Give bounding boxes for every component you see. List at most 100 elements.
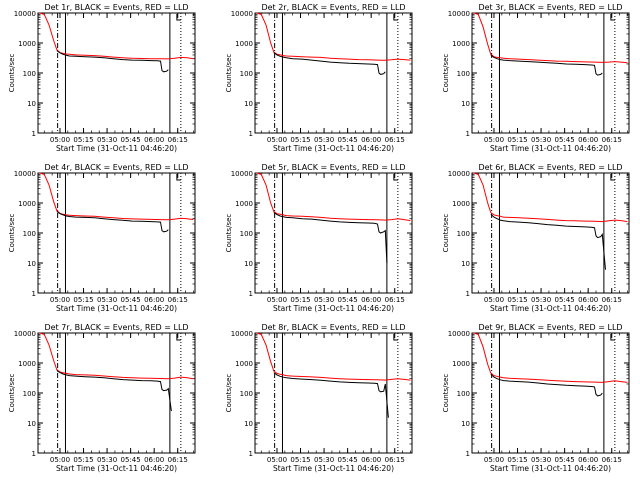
bracket-marker bbox=[176, 14, 181, 21]
events-series-line bbox=[273, 372, 389, 418]
y-tick-label: 10000 bbox=[14, 10, 36, 18]
plot-frame bbox=[37, 12, 196, 134]
x-tick-label: 06:00 bbox=[144, 296, 164, 304]
x-tick-label: 05:15 bbox=[290, 456, 310, 464]
bracket-marker bbox=[610, 14, 615, 21]
x-tick-label: 05:30 bbox=[531, 296, 551, 304]
x-tick-label: 06:15 bbox=[602, 296, 622, 304]
detector-panel-7: Det 7r, BLACK = Events, RED = LLD 1 10 100 1… bbox=[8, 323, 196, 473]
bracket-marker bbox=[610, 334, 615, 341]
panel-title: Det 4r, BLACK = Events, RED = LLD bbox=[44, 163, 188, 172]
panel-title: Det 9r, BLACK = Events, RED = LLD bbox=[478, 323, 622, 332]
x-tick-label: 05:45 bbox=[338, 456, 358, 464]
y-tick-label: 10 bbox=[27, 420, 36, 428]
x-tick-label: 05:15 bbox=[507, 136, 527, 144]
x-axis-label: Start Time (31-Oct-11 04:46:20) bbox=[56, 144, 177, 153]
y-tick-label: 1 bbox=[249, 450, 253, 458]
plot-frame bbox=[471, 332, 630, 454]
panel-title: Det 8r, BLACK = Events, RED = LLD bbox=[261, 323, 405, 332]
x-tick-label: 05:30 bbox=[531, 456, 551, 464]
y-tick-label: 10 bbox=[461, 260, 470, 268]
lld-series-line bbox=[39, 12, 194, 60]
x-tick-label: 05:15 bbox=[73, 296, 93, 304]
y-tick-label: 1000 bbox=[452, 360, 470, 368]
y-tick-label: 1000 bbox=[452, 40, 470, 48]
y-tick-label: 1 bbox=[32, 290, 36, 298]
y-tick-label: 10 bbox=[244, 420, 253, 428]
bracket-marker bbox=[610, 174, 615, 181]
bracket-marker bbox=[176, 174, 181, 181]
y-tick-label: 1 bbox=[249, 290, 253, 298]
x-tick-label: 05:15 bbox=[73, 456, 93, 464]
plot-frame bbox=[37, 172, 196, 294]
x-tick-label: 06:15 bbox=[385, 296, 405, 304]
y-axis-label: Counts/sec bbox=[8, 374, 16, 413]
x-tick-label: 06:15 bbox=[168, 136, 188, 144]
events-series-line bbox=[56, 50, 169, 73]
x-tick-label: 05:45 bbox=[555, 456, 575, 464]
panel-title: Det 6r, BLACK = Events, RED = LLD bbox=[478, 163, 622, 172]
x-tick-label: 06:00 bbox=[361, 296, 381, 304]
x-tick-label: 05:45 bbox=[555, 136, 575, 144]
x-tick-label: 06:00 bbox=[578, 136, 598, 144]
panel-title: Det 1r, BLACK = Events, RED = LLD bbox=[44, 3, 188, 12]
x-tick-label: 05:00 bbox=[484, 296, 504, 304]
y-tick-label: 1000 bbox=[452, 200, 470, 208]
events-series-line bbox=[490, 54, 603, 76]
y-tick-label: 1000 bbox=[235, 40, 253, 48]
x-tick-label: 05:45 bbox=[121, 296, 141, 304]
y-axis-label: Counts/sec bbox=[225, 214, 233, 253]
x-axis-label: Start Time (31-Oct-11 04:46:20) bbox=[56, 464, 177, 473]
y-tick-label: 100 bbox=[23, 70, 36, 78]
y-tick-label: 10000 bbox=[14, 330, 36, 338]
y-tick-label: 10000 bbox=[231, 10, 253, 18]
x-axis-label: Start Time (31-Oct-11 04:46:20) bbox=[273, 144, 394, 153]
y-tick-label: 100 bbox=[457, 70, 470, 78]
events-series-line bbox=[490, 373, 603, 397]
plot-frame bbox=[254, 172, 413, 294]
x-tick-label: 05:00 bbox=[50, 456, 70, 464]
x-tick-label: 05:30 bbox=[314, 136, 334, 144]
x-tick-label: 05:45 bbox=[555, 296, 575, 304]
plot-frame bbox=[471, 172, 630, 294]
detector-panel-2: Det 2r, BLACK = Events, RED = LLD 1 10 100 1… bbox=[225, 3, 413, 153]
x-tick-label: 05:00 bbox=[484, 136, 504, 144]
x-tick-label: 05:30 bbox=[97, 136, 117, 144]
panel-title: Det 3r, BLACK = Events, RED = LLD bbox=[478, 3, 622, 12]
y-axis-label: Counts/sec bbox=[442, 374, 450, 413]
bracket-marker bbox=[393, 334, 398, 341]
x-tick-label: 06:00 bbox=[578, 296, 598, 304]
y-axis-label: Counts/sec bbox=[442, 214, 450, 253]
x-tick-label: 06:00 bbox=[144, 136, 164, 144]
detector-panel-6: Det 6r, BLACK = Events, RED = LLD 1 10 100 1… bbox=[442, 163, 630, 313]
y-axis-label: Counts/sec bbox=[225, 54, 233, 93]
x-tick-label: 06:00 bbox=[361, 456, 381, 464]
x-tick-label: 05:45 bbox=[338, 296, 358, 304]
x-tick-label: 05:00 bbox=[484, 456, 504, 464]
panel-title: Det 2r, BLACK = Events, RED = LLD bbox=[261, 3, 405, 12]
bracket-marker bbox=[176, 334, 181, 341]
detector-panel-1: Det 1r, BLACK = Events, RED = LLD 1 10 100 1… bbox=[8, 3, 196, 153]
x-tick-label: 05:30 bbox=[531, 136, 551, 144]
y-tick-label: 1000 bbox=[18, 40, 36, 48]
y-tick-label: 10 bbox=[27, 100, 36, 108]
x-tick-label: 06:00 bbox=[144, 456, 164, 464]
x-tick-label: 05:30 bbox=[97, 296, 117, 304]
x-tick-label: 06:15 bbox=[168, 296, 188, 304]
events-series-line bbox=[273, 52, 386, 75]
x-tick-label: 06:15 bbox=[602, 456, 622, 464]
y-tick-label: 1 bbox=[466, 130, 470, 138]
x-tick-label: 05:15 bbox=[73, 136, 93, 144]
y-tick-label: 10000 bbox=[448, 330, 470, 338]
y-axis-label: Counts/sec bbox=[8, 214, 16, 253]
x-axis-label: Start Time (31-Oct-11 04:46:20) bbox=[490, 304, 611, 313]
plot-frame bbox=[254, 332, 413, 454]
x-tick-label: 05:00 bbox=[267, 296, 287, 304]
y-tick-label: 100 bbox=[23, 230, 36, 238]
y-tick-label: 1 bbox=[32, 130, 36, 138]
detector-panel-9: Det 9r, BLACK = Events, RED = LLD 1 10 100 1… bbox=[442, 323, 630, 473]
plot-frame bbox=[471, 12, 630, 134]
detector-panel-4: Det 4r, BLACK = Events, RED = LLD 1 10 100 1… bbox=[8, 163, 196, 313]
lld-series-line bbox=[256, 12, 411, 61]
